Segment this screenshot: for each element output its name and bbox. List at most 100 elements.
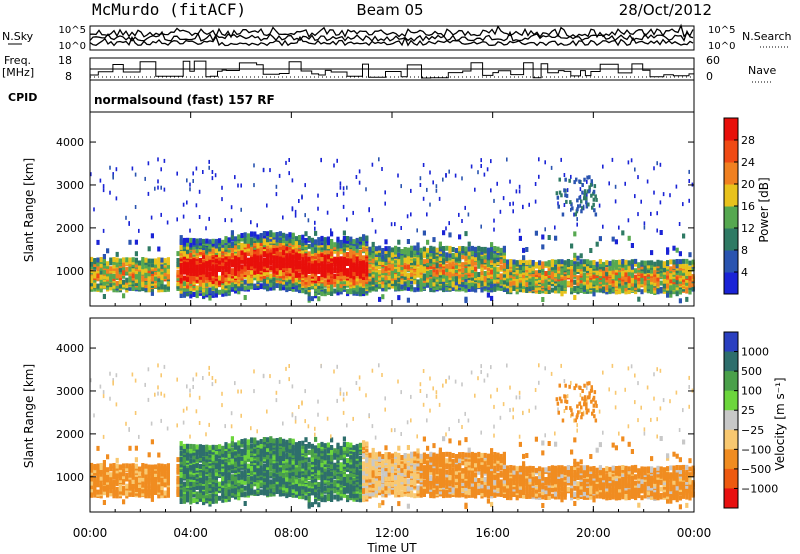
velocity-cell [202, 456, 206, 462]
power-cell [470, 245, 474, 251]
power-cell [445, 252, 449, 258]
power-cell [307, 256, 311, 262]
power-cell [221, 242, 225, 248]
power-cell [317, 252, 321, 258]
power-cell [595, 261, 599, 267]
velocity-cell [102, 500, 106, 505]
velocity-cell [189, 479, 193, 485]
velocity-cell [192, 454, 196, 460]
power-cell [176, 258, 180, 263]
velocity-cell [192, 377, 194, 382]
power-cell [304, 183, 306, 188]
power-cell [435, 272, 439, 278]
power-cell [656, 161, 658, 166]
power-cell [598, 261, 602, 267]
power-cell [618, 225, 620, 230]
power-cell [426, 187, 428, 192]
power-cell [221, 185, 223, 190]
velocity-cell [211, 452, 215, 458]
power-cell [565, 199, 568, 204]
velocity-cell [278, 466, 282, 472]
velocity-cell [227, 473, 231, 478]
power-cell [358, 243, 362, 248]
velocity-cell [125, 475, 129, 481]
velocity-cell [237, 495, 241, 501]
power-cell [556, 195, 560, 200]
power-cell [186, 248, 190, 254]
power-cell [554, 235, 558, 241]
velocity-cell [90, 470, 94, 476]
power-cell [496, 260, 500, 266]
power-cell [326, 286, 330, 292]
power-cell [310, 271, 314, 277]
power-cell [678, 222, 681, 226]
power-colorbar-label: Power [dB] [757, 177, 771, 242]
power-cell [538, 285, 542, 291]
power-cell [102, 274, 106, 280]
velocity-cell [93, 464, 97, 469]
power-cell [426, 277, 430, 283]
velocity-cell [205, 432, 207, 437]
power-cell [589, 281, 593, 287]
power-cell [592, 291, 596, 297]
velocity-cell [282, 441, 286, 447]
velocity-cell [125, 421, 127, 426]
power-cell [195, 203, 198, 208]
power-cell [291, 178, 294, 183]
power-cell [598, 203, 601, 208]
power-cell [250, 269, 254, 275]
power-cell [586, 192, 588, 197]
power-cell [381, 254, 385, 260]
power-cell [122, 279, 126, 285]
power-cell [442, 273, 446, 279]
velocity-cell [275, 446, 279, 452]
power-cell [571, 206, 574, 211]
power-cell [272, 262, 276, 268]
velocity-cell [112, 489, 116, 495]
velocity-cell [109, 483, 113, 489]
power-cell [122, 262, 126, 268]
power-cell [614, 264, 618, 270]
power-cell [250, 283, 254, 289]
power-cell [646, 260, 650, 266]
power-cell [458, 272, 462, 278]
power-cell [138, 279, 142, 285]
power-cell [314, 226, 316, 231]
power-cell [669, 285, 673, 291]
power-cell [291, 232, 295, 238]
velocity-cell [125, 483, 129, 489]
power-cell [675, 285, 679, 291]
velocity-cell [224, 442, 228, 448]
velocity-cell [211, 481, 215, 487]
power-cell [339, 248, 343, 254]
velocity-cell [186, 447, 190, 453]
velocity-cell [109, 479, 113, 484]
velocity-cell [221, 480, 225, 485]
colorbar-tick-label: 24 [741, 156, 755, 169]
power-cell [310, 296, 314, 302]
power-cell [558, 190, 562, 195]
power-cell [208, 216, 210, 221]
power-cell [138, 277, 142, 282]
velocity-cell [195, 454, 199, 460]
power-cell [157, 276, 161, 282]
power-cell [653, 269, 657, 275]
power-cell [518, 235, 522, 241]
velocity-cell [189, 434, 191, 439]
power-cell [586, 275, 590, 281]
power-cell [435, 184, 438, 189]
power-cell [304, 255, 308, 261]
power-cell [578, 179, 581, 184]
velocity-cell [186, 466, 190, 472]
power-cell [547, 260, 551, 266]
power-cell [291, 239, 295, 244]
velocity-cell [218, 472, 222, 477]
power-cell [349, 268, 353, 274]
power-cell [115, 262, 119, 268]
velocity-cell [160, 493, 164, 499]
power-cell [182, 249, 186, 255]
power-cell [317, 240, 321, 246]
power-cell [221, 291, 225, 297]
power-cell [294, 254, 298, 260]
power-cell [275, 192, 278, 197]
